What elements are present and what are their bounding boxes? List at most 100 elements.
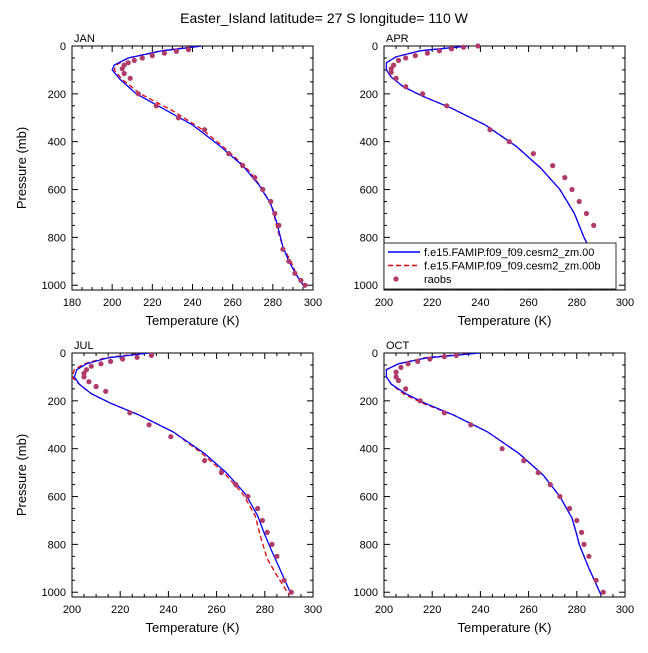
y-tick-label: 1000: [42, 280, 66, 292]
panel-jul: JUL 200 220 240 260 280 300 0 200 400 600 800 1000 Te…: [14, 340, 322, 635]
raobs-point: [292, 270, 298, 276]
raobs-point: [264, 529, 270, 536]
raobs-point: [393, 75, 399, 81]
y-tick-label: 400: [48, 137, 66, 149]
raobs-point: [148, 352, 155, 358]
raobs-point: [286, 258, 292, 264]
x-tick-label: 200: [63, 604, 81, 616]
raobs-point: [120, 356, 126, 362]
raobs-point: [521, 458, 527, 464]
x-tick-label: 260: [223, 297, 241, 309]
raobs-point: [125, 60, 131, 66]
y-tick-label: 600: [360, 492, 378, 504]
x-tick-label: 220: [423, 604, 441, 616]
raobs-point: [175, 115, 181, 121]
raobs-point: [403, 55, 409, 61]
y-tick-label: 800: [48, 539, 66, 551]
x-tick-label: 240: [471, 604, 489, 616]
raobs-point: [593, 577, 599, 583]
raobs-point: [255, 505, 261, 512]
x-axis-label: Temperature (K): [146, 313, 240, 328]
y-tick-label: 1000: [354, 587, 378, 599]
series-line-00b: [113, 46, 306, 288]
raobs-point: [139, 55, 145, 61]
y-tick-label: 200: [360, 89, 378, 101]
raobs-point: [395, 377, 402, 384]
x-tick-label: 260: [519, 604, 537, 616]
x-tick-label: 180: [63, 297, 81, 309]
raobs-point: [245, 493, 251, 500]
raobs-point: [535, 470, 541, 476]
raobs-point: [276, 222, 282, 228]
raobs-point: [427, 356, 433, 362]
y-axis-label: Pressure (mb): [14, 127, 29, 209]
raobs-point: [487, 127, 493, 133]
raobs-point: [259, 517, 265, 524]
raobs-point: [88, 363, 94, 369]
x-tick-label: 200: [103, 297, 121, 309]
raobs-point: [547, 482, 553, 488]
raobs-point: [415, 358, 421, 364]
series-line-00b: [385, 353, 602, 595]
raobs-point: [146, 422, 152, 428]
raobs-point: [173, 48, 179, 54]
y-tick-label: 400: [360, 444, 378, 456]
x-tick-label: 300: [304, 297, 322, 309]
raobs-point: [218, 470, 224, 476]
raobs-point: [233, 482, 239, 488]
panel-label: OCT: [386, 340, 410, 352]
raobs-point: [417, 398, 423, 404]
raobs-point: [103, 388, 109, 394]
x-tick-label: 200: [375, 604, 393, 616]
raobs-point: [576, 198, 582, 205]
raobs-point: [579, 529, 585, 536]
plot-frame: [71, 45, 314, 291]
raobs-point: [499, 446, 505, 452]
raobs-point: [475, 43, 481, 49]
y-tick-label: 0: [372, 41, 378, 53]
panel-label: JAN: [74, 33, 95, 45]
raobs-point: [398, 364, 404, 370]
raobs-point: [252, 175, 258, 181]
y-tick-label: 200: [360, 396, 378, 408]
y-tick-label: 600: [360, 185, 378, 197]
raobs-point: [135, 91, 141, 97]
raobs-point: [272, 210, 278, 217]
raobs-point: [591, 222, 597, 228]
raobs-point: [288, 589, 294, 595]
raobs-point: [441, 410, 447, 416]
raobs-point: [226, 151, 232, 157]
raobs-point: [202, 127, 208, 133]
panel-jan: JAN 180 200 220 240 260 280 300 0 200 400 600 800 100…: [14, 33, 322, 328]
legend-swatch-raobs: [393, 276, 399, 282]
raobs-point: [393, 369, 399, 375]
y-tick-label: 0: [60, 41, 66, 53]
y-tick-label: 0: [60, 348, 66, 360]
panel-oct: OCT 200 220 240 260 280 300 0 200 400 600 800 1000 Te…: [354, 340, 635, 635]
y-tick-label: 1000: [42, 587, 66, 599]
x-tick-label: 280: [264, 297, 282, 309]
raobs-point: [98, 361, 104, 367]
legend-label: f.e15.FAMIP.f09_f09.cesm2_zm.00: [424, 247, 594, 259]
raobs-point: [281, 577, 287, 583]
y-tick-label: 800: [48, 232, 66, 244]
raobs-point: [274, 553, 280, 559]
raobs-point: [268, 198, 274, 205]
raobs-point: [388, 66, 394, 72]
raobs-point: [134, 354, 140, 360]
panel-apr: APR 200 220 240 260 280 300 0 200 400 600 800 1000 Te…: [354, 33, 635, 328]
raobs-point: [93, 383, 99, 390]
x-tick-label: 280: [568, 297, 586, 309]
raobs-point: [121, 70, 127, 77]
series-line-00: [385, 353, 602, 595]
raobs-point: [127, 75, 133, 81]
raobs-point: [149, 53, 155, 59]
raobs-point: [569, 186, 575, 193]
raobs-point: [600, 589, 606, 595]
x-tick-label: 260: [519, 297, 537, 309]
raobs-point: [444, 103, 450, 109]
legend-box: [383, 242, 617, 290]
series-line-00: [111, 46, 306, 288]
